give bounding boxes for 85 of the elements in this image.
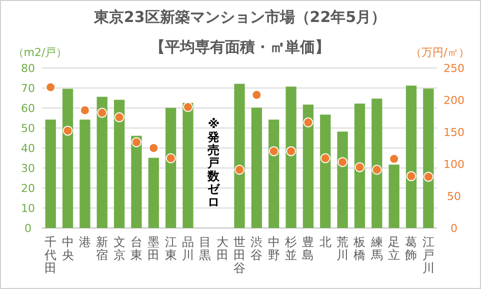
y-tick-label: 40 (21, 142, 35, 155)
x-tick-label: 荒川 (336, 235, 349, 262)
x-tick-label: 文京 (113, 235, 126, 262)
x-tick-label: 足立 (388, 235, 400, 262)
bar (96, 96, 108, 228)
point (62, 126, 73, 136)
point (148, 143, 159, 153)
point (338, 157, 348, 168)
point (131, 137, 142, 148)
y2-tick-label: 200 (444, 94, 464, 107)
bar (114, 100, 125, 228)
point (114, 112, 124, 122)
x-tick-label: 港 (78, 235, 91, 249)
x-tick-label: 墨田 (148, 235, 160, 262)
x-tick-label: 葛飾 (405, 235, 418, 262)
bar (286, 86, 296, 228)
point (268, 146, 279, 156)
bar (62, 88, 74, 228)
y-tick-label: 60 (21, 102, 35, 115)
x-tick-label: 豊島 (302, 235, 314, 262)
point (354, 162, 365, 172)
point (423, 172, 434, 182)
y2-tick-label: 250 (444, 62, 464, 75)
point (252, 90, 262, 100)
x-tick-label: 中央 (62, 235, 74, 262)
y-tick-label: 70 (21, 82, 35, 95)
chart-title: 東京23区新築マンション市場（22年5月） (92, 8, 386, 26)
point (406, 171, 416, 182)
y2-tick-label: 150 (444, 126, 464, 139)
x-tick-label: 品川 (182, 235, 194, 262)
bar (45, 120, 56, 228)
point (286, 146, 296, 156)
bar (268, 120, 280, 228)
point (97, 108, 108, 118)
x-tick-label: 渋谷 (250, 235, 263, 262)
bar (234, 84, 245, 228)
point (182, 102, 193, 112)
x-tick-label: 中野 (268, 235, 280, 262)
x-tick-label: 目黒 (199, 235, 212, 262)
x-tick-label: 新宿 (96, 235, 108, 262)
y-tick-label: 50 (21, 122, 35, 135)
y-tick-label: 10 (21, 202, 35, 215)
y-axis-title: （m2/戸） (12, 46, 68, 59)
x-tick-label: 千代田 (44, 235, 57, 275)
bar (148, 158, 159, 228)
annotation: ※発売戸数ゼロ (206, 117, 221, 209)
bar (302, 104, 314, 228)
y-tick-label: 20 (21, 182, 35, 195)
y-tick-label: 30 (21, 162, 35, 175)
x-tick-label: 大田 (216, 235, 228, 262)
point (80, 105, 90, 116)
bar (337, 132, 348, 228)
bar (423, 88, 434, 228)
y2-tick-label: 0 (450, 222, 458, 235)
x-tick-label: 北 (319, 235, 332, 249)
chart-subtitle: 【平均専有面積・㎡単価】 (150, 38, 330, 56)
y2-tick-label: 50 (447, 190, 461, 203)
y2-axis-title: （万円/㎡） (410, 46, 470, 59)
bar (131, 136, 142, 228)
point (372, 164, 382, 175)
x-tick-label: 台東 (130, 235, 142, 262)
x-tick-label: 練馬 (370, 235, 383, 262)
bar (80, 120, 90, 228)
x-tick-label: 世田谷 (234, 235, 246, 275)
bar (372, 98, 382, 228)
point (166, 153, 176, 164)
bar (165, 108, 176, 228)
bar (354, 104, 366, 228)
bar (388, 164, 400, 228)
point (46, 82, 56, 92)
bar (182, 102, 194, 228)
y-tick-label: 80 (21, 62, 35, 75)
x-tick-label: 江戸川 (422, 235, 434, 275)
x-tick-label: 杉並 (284, 235, 298, 262)
x-tick-label: 板橋 (352, 235, 366, 262)
point (389, 154, 400, 164)
point (320, 153, 330, 164)
point (234, 164, 244, 175)
bar (251, 108, 262, 228)
bar (320, 114, 331, 228)
point (303, 117, 314, 128)
y-tick-label: 0 (24, 222, 32, 235)
x-tick-label: 江東 (164, 235, 177, 262)
y2-tick-label: 100 (444, 158, 464, 171)
bar (406, 86, 417, 228)
